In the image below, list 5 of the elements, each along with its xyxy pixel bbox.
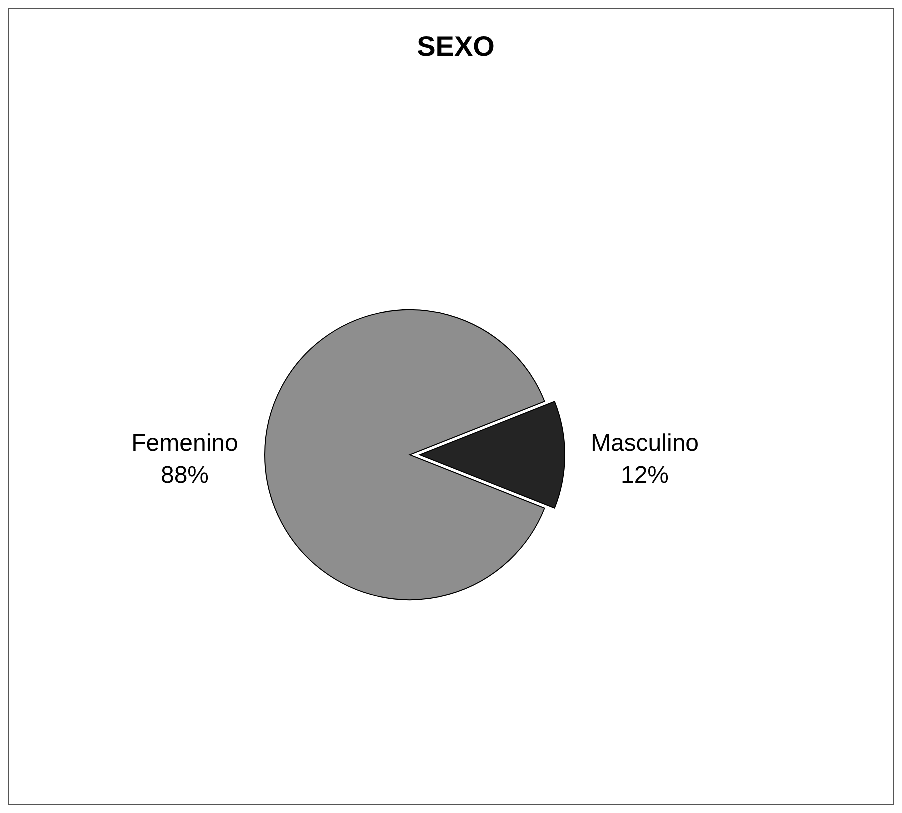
slice-label: Femenino [132, 430, 238, 457]
data-label: 12% [620, 462, 670, 489]
data-label: 88% [160, 462, 210, 489]
slice-label: Masculino [590, 430, 700, 457]
chart-title: SEXO [417, 31, 495, 62]
